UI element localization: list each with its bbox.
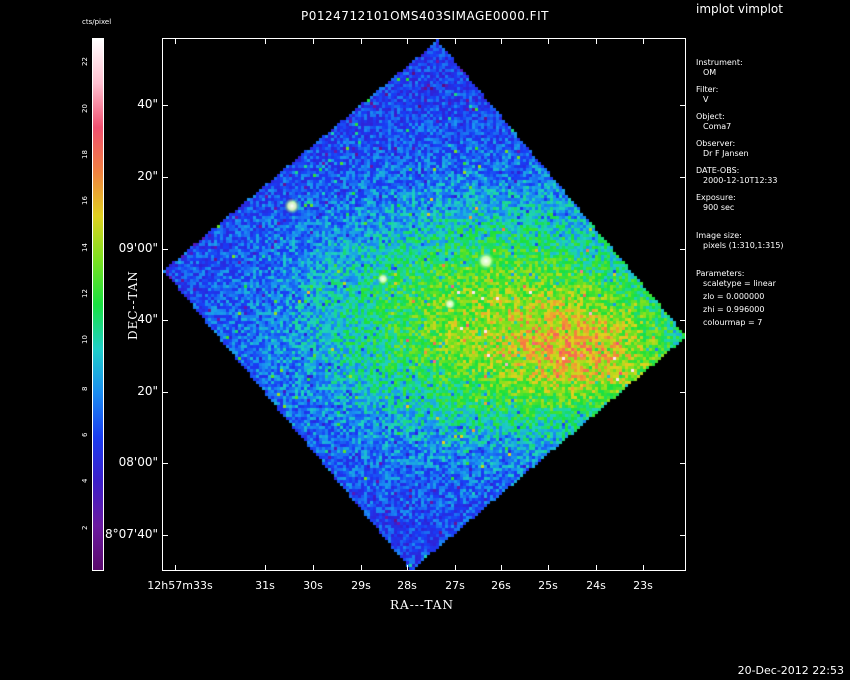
plot-title: P0124712101OMS403SIMAGE0000.FIT — [301, 9, 549, 23]
x-tick-mark — [175, 565, 176, 571]
info-key: Exposure: — [696, 193, 736, 202]
colorbar-tick-label: 14 — [81, 242, 89, 252]
info-key: Object: — [696, 112, 725, 121]
info-value: V — [703, 95, 709, 104]
colorbar-tick-label: 10 — [81, 335, 89, 345]
y-tick-label: 09'00" — [118, 241, 158, 255]
y-tick-mark — [680, 105, 686, 106]
x-tick-label: 23s — [633, 579, 653, 592]
image-heatmap — [163, 39, 685, 570]
app-title: implot vimplot — [696, 2, 783, 16]
info-key: DATE-OBS: — [696, 166, 740, 175]
x-tick-label: 31s — [255, 579, 275, 592]
x-tick-label: 27s — [445, 579, 465, 592]
colorbar — [92, 38, 104, 571]
info-value: pixels (1:310,1:315) — [703, 241, 784, 250]
y-tick-label: 40" — [137, 97, 158, 111]
x-tick-mark — [313, 565, 314, 571]
y-axis-title: DEC--TAN — [126, 270, 140, 340]
x-tick-mark — [643, 565, 644, 571]
x-tick-mark — [313, 38, 314, 44]
colorbar-tick-label: 20 — [81, 103, 89, 113]
colorbar-tick-label: 2 — [81, 525, 89, 530]
info-key: Image size: — [696, 231, 742, 240]
y-tick-mark — [162, 463, 168, 464]
y-tick-mark — [162, 177, 168, 178]
x-tick-mark — [361, 565, 362, 571]
colorbar-tick-label: 18 — [81, 149, 89, 159]
y-tick-label: 20" — [137, 384, 158, 398]
y-tick-mark — [680, 249, 686, 250]
x-tick-mark — [407, 38, 408, 44]
y-tick-mark — [162, 105, 168, 106]
colorbar-tick-label: 6 — [81, 432, 89, 437]
y-tick-mark — [162, 249, 168, 250]
x-tick-mark — [361, 38, 362, 44]
y-tick-mark — [162, 320, 168, 321]
info-key: Observer: — [696, 139, 736, 148]
x-tick-mark — [643, 38, 644, 44]
x-tick-label: 24s — [586, 579, 606, 592]
x-tick-label: 25s — [538, 579, 558, 592]
x-tick-mark — [455, 565, 456, 571]
x-tick-label: 30s — [303, 579, 323, 592]
colorbar-tick-label: 16 — [81, 196, 89, 206]
colorbar-tick-label: 22 — [81, 57, 89, 67]
x-tick-mark — [548, 565, 549, 571]
x-tick-mark — [501, 565, 502, 571]
info-key: Instrument: — [696, 58, 743, 67]
y-tick-label: 08'00" — [118, 455, 158, 469]
x-tick-mark — [265, 38, 266, 44]
info-value: 900 sec — [703, 203, 735, 212]
x-tick-mark — [407, 565, 408, 571]
info-value: zhi = 0.996000 — [703, 305, 765, 314]
info-value: zlo = 0.000000 — [703, 292, 765, 301]
info-value: colourmap = 7 — [703, 318, 763, 327]
x-axis-title: RA---TAN — [390, 598, 454, 612]
x-tick-mark — [596, 38, 597, 44]
x-tick-mark — [596, 565, 597, 571]
x-tick-mark — [265, 565, 266, 571]
info-value: Coma7 — [703, 122, 732, 131]
header-info-panel: Instrument: OM Filter: V Object: Coma7 Observe… — [696, 58, 784, 328]
plot-frame — [162, 38, 686, 571]
x-tick-label: 29s — [351, 579, 371, 592]
info-value: Dr F Jansen — [703, 149, 749, 158]
colorbar-label: cts/pixel — [82, 18, 112, 26]
x-tick-mark — [175, 38, 176, 44]
info-value: 2000-12-10T12:33 — [703, 176, 778, 185]
info-key: Filter: — [696, 85, 719, 94]
footer-timestamp: 20-Dec-2012 22:53 — [737, 664, 844, 677]
y-tick-label: 8°07'40" — [105, 527, 158, 541]
x-tick-mark — [501, 38, 502, 44]
colorbar-tick-label: 12 — [81, 288, 89, 298]
y-tick-mark — [680, 535, 686, 536]
y-tick-mark — [680, 392, 686, 393]
y-tick-mark — [680, 463, 686, 464]
y-tick-label: 20" — [137, 169, 158, 183]
x-tick-label: 28s — [397, 579, 417, 592]
info-value: OM — [703, 68, 717, 77]
x-tick-mark — [455, 38, 456, 44]
info-key: Parameters: — [696, 269, 745, 278]
colorbar-tick-label: 8 — [81, 386, 89, 391]
x-tick-label: 26s — [491, 579, 511, 592]
x-tick-mark — [548, 38, 549, 44]
y-tick-label: 40" — [137, 312, 158, 326]
y-tick-mark — [162, 392, 168, 393]
x-tick-label: 12h57m33s — [147, 579, 213, 592]
y-tick-mark — [680, 177, 686, 178]
y-tick-mark — [680, 320, 686, 321]
colorbar-tick-label: 4 — [81, 478, 89, 484]
y-tick-mark — [162, 535, 168, 536]
info-value: scaletype = linear — [703, 279, 776, 288]
